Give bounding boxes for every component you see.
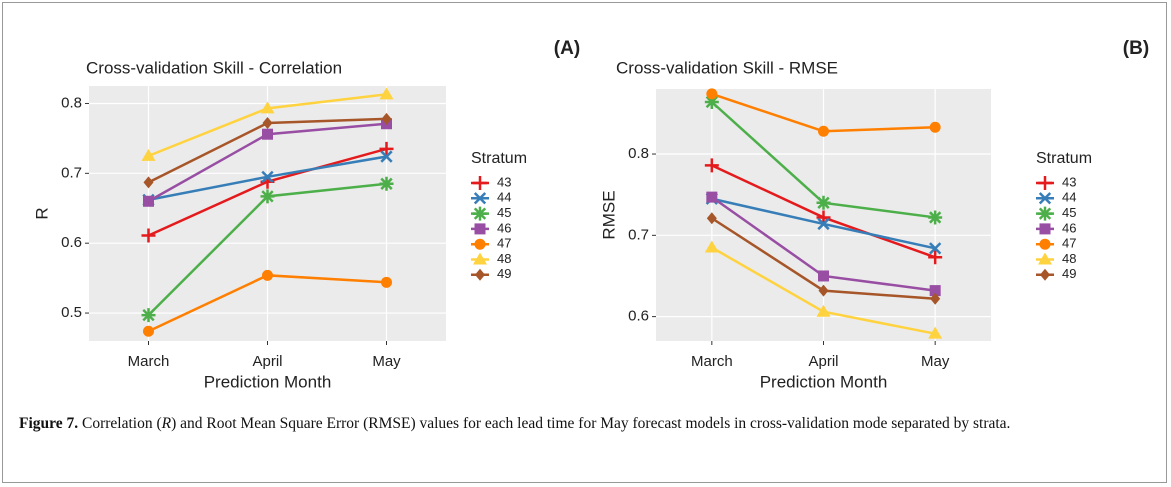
panel-label: (A)	[554, 38, 580, 59]
caption-text: Correlation (	[82, 415, 162, 432]
marker	[818, 270, 829, 282]
marker	[704, 240, 719, 253]
marker	[143, 325, 154, 337]
marker	[262, 269, 273, 281]
marker	[928, 250, 943, 265]
panel-label: (B)	[1123, 38, 1149, 59]
y-tick-label: 0.7	[628, 226, 649, 243]
marker	[818, 125, 829, 137]
marker	[929, 242, 942, 255]
y-tick-label: 0.7	[61, 164, 82, 181]
marker	[141, 308, 156, 323]
legend-label: 46	[497, 220, 511, 235]
marker	[381, 112, 392, 125]
x-tick-label: April	[808, 353, 838, 370]
legend-title: Stratum	[1036, 150, 1092, 167]
legend-marker	[1039, 238, 1051, 250]
marker	[817, 217, 830, 231]
marker	[706, 191, 718, 203]
legend-marker	[473, 192, 487, 205]
legend-label: 49	[1062, 266, 1076, 281]
charts: (A)Cross-validation Skill - Correlation0…	[32, 38, 1149, 391]
y-axis-label: RMSE	[599, 190, 618, 239]
x-axis-label: Prediction Month	[204, 372, 332, 391]
legend-label: 47	[1062, 236, 1076, 251]
marker	[929, 121, 941, 133]
y-tick-label: 0.8	[628, 145, 649, 162]
x-axis-label: Prediction Month	[760, 372, 888, 391]
marker	[704, 158, 719, 173]
x-tick-label: May	[372, 353, 401, 370]
marker	[143, 176, 154, 189]
legend-marker	[1038, 252, 1052, 265]
legend-label: 45	[497, 205, 511, 220]
legend-label: 43	[1062, 174, 1076, 189]
marker	[141, 228, 156, 243]
legend-label: 44	[497, 190, 511, 205]
legend-marker	[1038, 192, 1052, 205]
chart-title: Cross-validation Skill - Correlation	[86, 58, 342, 77]
marker	[379, 141, 394, 156]
legend-marker	[475, 268, 485, 281]
marker	[379, 87, 394, 100]
marker	[381, 276, 392, 288]
x-tick-label: April	[252, 353, 282, 370]
legend-marker	[1038, 176, 1052, 190]
legend-label: 48	[1062, 251, 1076, 266]
legend-label: 48	[497, 251, 511, 266]
marker	[380, 150, 393, 163]
marker	[260, 101, 275, 114]
legend-marker	[473, 206, 487, 221]
legend-marker	[473, 176, 487, 190]
marker	[262, 117, 273, 130]
legend-marker	[1040, 268, 1050, 281]
marker	[261, 170, 274, 183]
marker	[704, 95, 719, 110]
legend-label: 44	[1062, 190, 1076, 205]
marker	[143, 195, 154, 207]
legend-marker	[474, 223, 486, 235]
caption-text: ) and Root Mean Square Error (RMSE) valu…	[171, 415, 1011, 432]
marker	[706, 212, 717, 225]
x-tick-label: May	[921, 353, 950, 370]
x-tick-label: March	[691, 353, 733, 370]
legend-label: 47	[497, 236, 511, 251]
marker	[818, 284, 829, 297]
marker	[929, 285, 941, 297]
legend-marker	[474, 238, 486, 250]
y-axis-label: R	[32, 207, 51, 219]
y-tick-label: 0.5	[61, 304, 82, 321]
marker	[379, 176, 394, 191]
y-tick-label: 0.8	[61, 94, 82, 111]
marker	[928, 210, 943, 225]
marker	[930, 292, 941, 305]
x-tick-label: March	[128, 353, 170, 370]
y-tick-label: 0.6	[628, 308, 649, 325]
caption: Figure 7. Correlation (R) and Root Mean …	[19, 413, 1149, 434]
marker	[141, 148, 156, 161]
legend-label: 45	[1062, 205, 1076, 220]
legend-label: 43	[497, 174, 511, 189]
caption-label: Figure 7.	[19, 415, 79, 432]
chart-title: Cross-validation Skill - RMSE	[616, 58, 838, 77]
marker	[928, 326, 943, 339]
marker	[816, 195, 831, 210]
caption-text: R	[161, 415, 172, 432]
legend-label: 49	[497, 266, 511, 281]
marker	[816, 304, 831, 317]
legend-label: 46	[1062, 220, 1076, 235]
marker	[706, 88, 718, 100]
y-tick-label: 0.6	[61, 234, 82, 251]
marker	[262, 128, 273, 140]
marker	[260, 189, 275, 204]
legend-marker	[1038, 206, 1052, 221]
marker	[816, 210, 831, 225]
legend-marker	[473, 252, 487, 265]
legend-marker	[1039, 223, 1051, 235]
legend-title: Stratum	[471, 150, 527, 167]
